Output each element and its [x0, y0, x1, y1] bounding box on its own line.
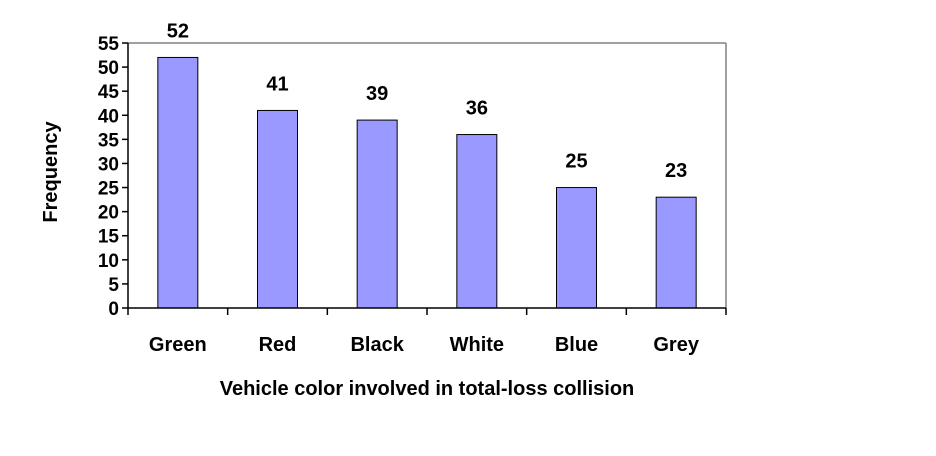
x-axis-title: Vehicle color involved in total-loss col… — [220, 378, 635, 400]
y-tick-label: 40 — [98, 106, 119, 127]
y-tick-label: 20 — [98, 203, 119, 224]
x-tick-label-blue: Blue — [555, 334, 598, 356]
bar-black — [356, 119, 398, 309]
bar-grey — [655, 196, 697, 309]
y-tick-label: 50 — [98, 58, 119, 79]
data-label-green: 52 — [167, 20, 189, 42]
y-tick-label: 0 — [108, 299, 119, 320]
bar-white — [456, 134, 498, 309]
y-tick-label: 5 — [108, 275, 119, 296]
y-tick-label: 15 — [98, 227, 120, 248]
y-tick-label: 35 — [98, 130, 120, 151]
y-tick-label: 30 — [98, 154, 119, 175]
y-tick-label: 55 — [98, 34, 120, 55]
bar-green — [157, 56, 199, 309]
data-label-blue: 25 — [565, 151, 587, 173]
data-label-grey: 23 — [665, 160, 687, 182]
x-tick-label-white: White — [450, 334, 504, 356]
x-tick-label-green: Green — [149, 334, 207, 356]
x-tick-label-black: Black — [350, 334, 404, 356]
x-tick-label-red: Red — [259, 334, 297, 356]
y-axis: 0 5 10 15 20 25 30 35 40 45 50 55 — [98, 34, 129, 320]
y-tick-label: 45 — [98, 82, 120, 103]
x-tick-label-grey: Grey — [653, 334, 699, 356]
bars-group: 52 41 39 36 25 23 — [157, 20, 697, 309]
bar-blue — [556, 187, 597, 309]
plot-frame — [128, 42, 727, 308]
data-label-red: 41 — [266, 73, 288, 95]
data-label-white: 36 — [466, 98, 488, 120]
y-tick-label: 25 — [98, 179, 120, 200]
bar-red — [257, 109, 298, 309]
x-axis: Green Red Black White Blue Grey — [127, 307, 727, 356]
y-tick-label: 10 — [98, 251, 119, 272]
y-axis-title: Frequency — [40, 121, 62, 223]
data-label-black: 39 — [366, 83, 388, 105]
